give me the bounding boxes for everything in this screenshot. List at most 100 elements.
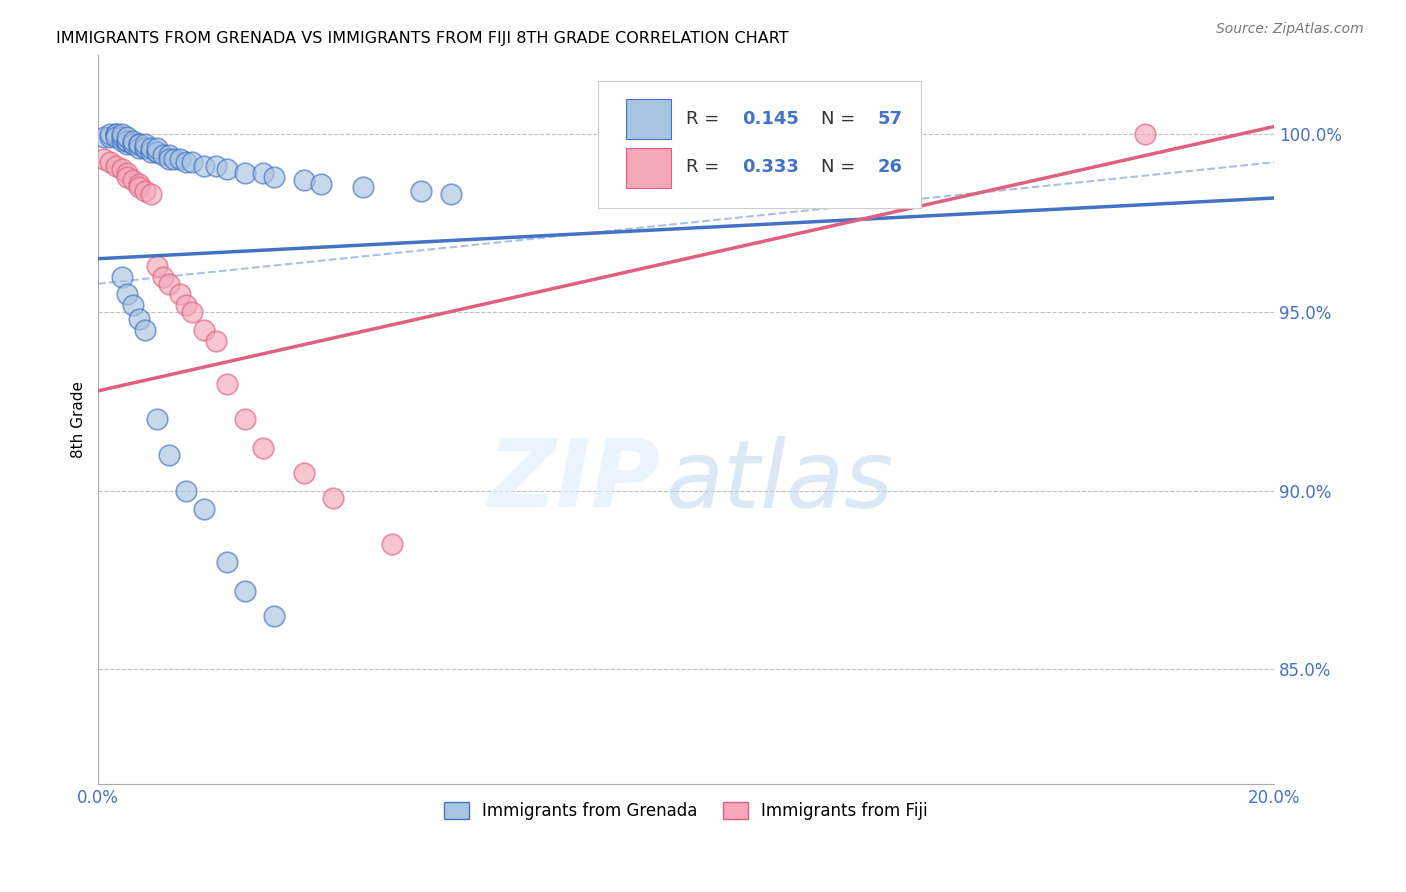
Bar	[626, 99, 671, 139]
Point	[204, 334, 226, 348]
Text: Source: ZipAtlas.com: Source: ZipAtlas.com	[1216, 22, 1364, 37]
Bar	[626, 148, 671, 187]
FancyBboxPatch shape	[598, 80, 921, 208]
Point	[110, 269, 132, 284]
Point	[146, 145, 169, 159]
Point	[117, 134, 139, 148]
Point	[98, 130, 121, 145]
Point	[122, 137, 145, 152]
Point	[322, 491, 344, 505]
Point	[352, 180, 374, 194]
Point	[98, 127, 121, 141]
Point	[146, 145, 169, 159]
Point	[252, 441, 274, 455]
Y-axis label: 8th Grade: 8th Grade	[72, 381, 86, 458]
Point	[104, 130, 127, 145]
Text: N =: N =	[821, 110, 862, 128]
Text: 0.333: 0.333	[742, 159, 799, 177]
Point	[263, 169, 285, 184]
Point	[411, 184, 433, 198]
Point	[174, 483, 197, 498]
Point	[134, 184, 156, 198]
Text: R =: R =	[686, 110, 725, 128]
Point	[104, 159, 127, 173]
Point	[110, 127, 132, 141]
Text: 26: 26	[877, 159, 903, 177]
Point	[169, 152, 191, 166]
Point	[181, 305, 204, 319]
Point	[117, 166, 139, 180]
Point	[128, 180, 150, 194]
Point	[157, 152, 180, 166]
Point	[134, 137, 156, 152]
Point	[128, 137, 150, 152]
Point	[134, 141, 156, 155]
Point	[117, 134, 139, 148]
Point	[98, 155, 121, 169]
Point	[193, 501, 215, 516]
Point	[292, 466, 315, 480]
Point	[117, 137, 139, 152]
Point	[193, 159, 215, 173]
Point	[110, 134, 132, 148]
Point	[152, 148, 174, 162]
Text: IMMIGRANTS FROM GRENADA VS IMMIGRANTS FROM FIJI 8TH GRADE CORRELATION CHART: IMMIGRANTS FROM GRENADA VS IMMIGRANTS FR…	[56, 31, 789, 46]
Point	[233, 583, 256, 598]
Point	[193, 323, 215, 337]
Text: 0.145: 0.145	[742, 110, 799, 128]
Point	[117, 169, 139, 184]
Point	[128, 177, 150, 191]
Point	[110, 130, 132, 145]
Point	[139, 141, 162, 155]
Point	[134, 323, 156, 337]
Point	[169, 287, 191, 301]
Point	[128, 137, 150, 152]
Point	[217, 376, 239, 391]
Point	[93, 130, 115, 145]
Point	[233, 412, 256, 426]
Point	[104, 127, 127, 141]
Point	[440, 187, 463, 202]
Point	[174, 155, 197, 169]
Point	[117, 287, 139, 301]
Point	[139, 187, 162, 202]
Text: ZIP: ZIP	[488, 435, 661, 527]
Text: R =: R =	[686, 159, 725, 177]
Point	[217, 555, 239, 569]
Point	[381, 537, 404, 551]
Point	[122, 173, 145, 187]
Text: atlas: atlas	[665, 436, 893, 527]
Point	[128, 312, 150, 326]
Point	[134, 141, 156, 155]
Point	[174, 298, 197, 312]
Text: 57: 57	[877, 110, 903, 128]
Point	[292, 173, 315, 187]
Point	[311, 177, 333, 191]
Point	[163, 152, 186, 166]
Point	[157, 448, 180, 462]
Point	[157, 148, 180, 162]
Point	[146, 141, 169, 155]
Point	[104, 127, 127, 141]
Point	[110, 162, 132, 177]
Point	[263, 608, 285, 623]
Point	[252, 166, 274, 180]
Point	[204, 159, 226, 173]
Point	[157, 277, 180, 291]
Point	[146, 259, 169, 273]
Point	[122, 298, 145, 312]
Point	[233, 166, 256, 180]
Point	[181, 155, 204, 169]
Legend: Immigrants from Grenada, Immigrants from Fiji: Immigrants from Grenada, Immigrants from…	[437, 795, 935, 826]
Point	[93, 152, 115, 166]
Point	[146, 412, 169, 426]
Point	[117, 130, 139, 145]
Point	[139, 145, 162, 159]
Point	[152, 269, 174, 284]
Text: N =: N =	[821, 159, 862, 177]
Point	[217, 162, 239, 177]
Point	[1133, 127, 1156, 141]
Point	[128, 141, 150, 155]
Point	[122, 137, 145, 152]
Point	[122, 134, 145, 148]
